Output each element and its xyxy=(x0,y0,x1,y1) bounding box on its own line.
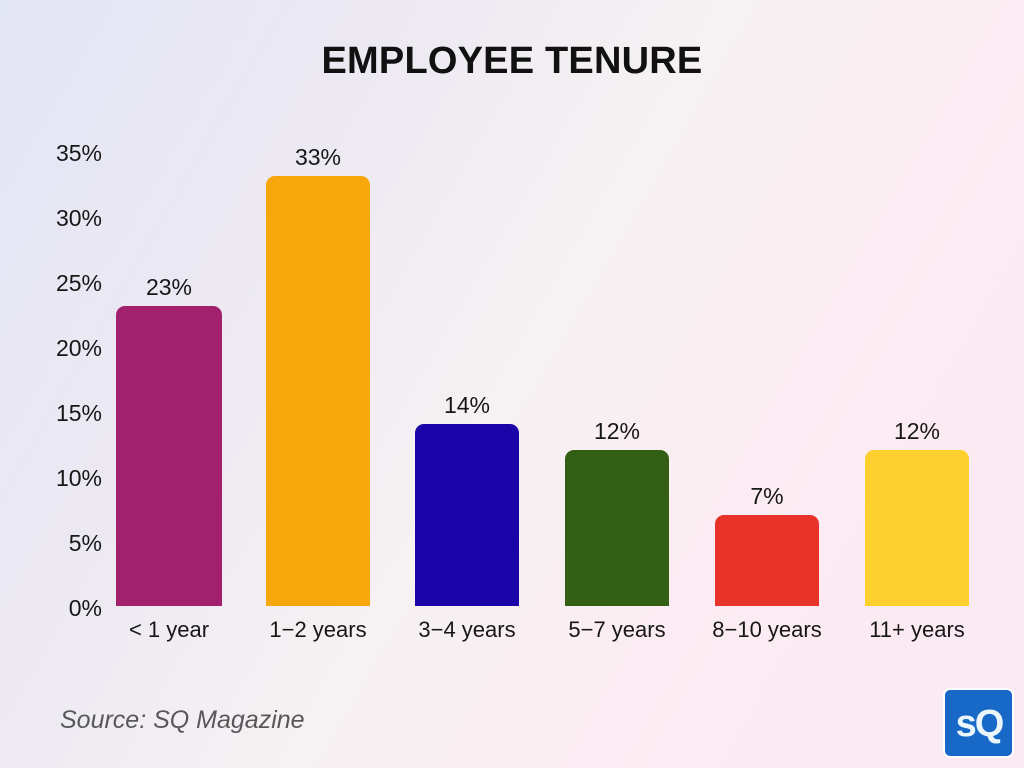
svg-text:sQ: sQ xyxy=(956,703,1003,745)
